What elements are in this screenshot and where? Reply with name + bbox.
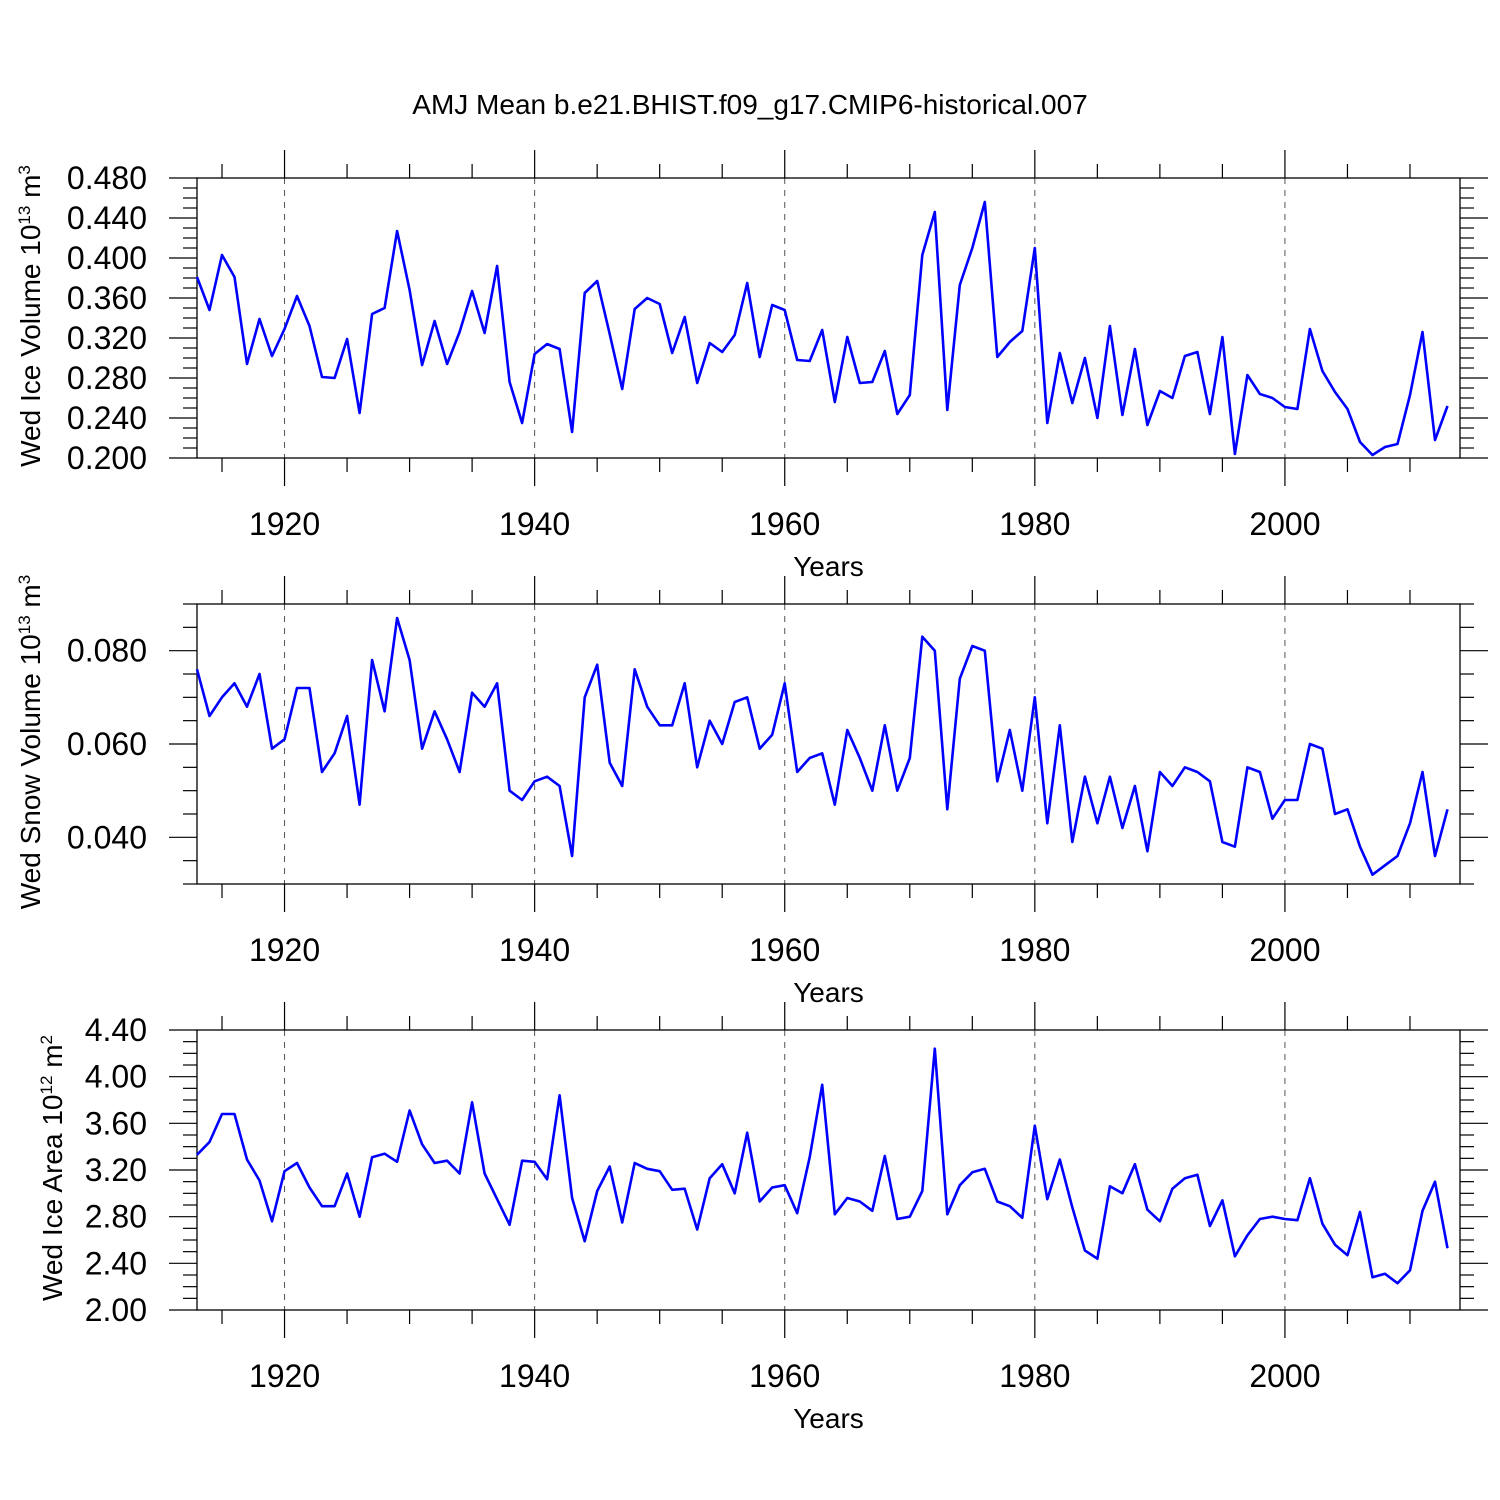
x-axis-title: Years: [793, 551, 864, 582]
y-axis-title-superscript: 12: [37, 1076, 56, 1095]
x-tick-label: 1980: [999, 932, 1070, 968]
y-tick-label: 0.240: [67, 400, 147, 436]
x-tick-label: 1940: [499, 506, 570, 542]
y-axis-title-text: Wed Snow Volume 10: [15, 634, 46, 909]
y-axis-title-superscript: 2: [37, 1035, 56, 1044]
y-tick-label: 4.00: [85, 1059, 147, 1095]
y-tick-label: 3.20: [85, 1152, 147, 1188]
x-tick-label: 2000: [1249, 932, 1320, 968]
panels: 0.200 0.240 0.280 0.320 0.360 0.400 0.440 0.480…: [15, 150, 1488, 1434]
y-tick-label: 4.40: [85, 1012, 147, 1048]
y-tick-label: 2.40: [85, 1245, 147, 1281]
y-tick-label: 2.00: [85, 1292, 147, 1328]
x-tick-label: 1960: [749, 506, 820, 542]
x-tick-label: 1920: [249, 1358, 320, 1394]
series-line: [196, 1047, 1449, 1285]
series-line: [195, 616, 1449, 877]
x-axis-title: Years: [793, 977, 864, 1008]
x-tick-label: 1980: [999, 1358, 1070, 1394]
y-tick-label: 0.080: [67, 633, 147, 669]
x-tick-label: 1940: [499, 1358, 570, 1394]
x-tick-label: 1940: [499, 932, 570, 968]
x-tick-label: 1980: [999, 506, 1070, 542]
y-tick-label: 3.60: [85, 1105, 147, 1141]
panel-2: 0.040 0.060 0.080 1920 1940 1960 1980 2000 Years…: [15, 575, 1488, 1008]
y-axis-title-superscript: 13: [15, 615, 34, 634]
plot-frame: [196, 603, 1461, 885]
y-tick-label: 0.360: [67, 280, 147, 316]
y-tick-label: 2.80: [85, 1199, 147, 1235]
y-axis-title-superscript: 13: [15, 206, 34, 225]
y-axis-title-text: m: [15, 584, 46, 615]
y-tick-label: 0.280: [67, 360, 147, 396]
y-axis-title: Wed Snow Volume 1013 m3: [15, 575, 46, 909]
y-tick-label: 0.040: [67, 819, 147, 855]
plot-frame: [196, 177, 1461, 459]
series-line: [195, 200, 1449, 457]
y-axis-title: Wed Ice Volume 1013 m3: [15, 165, 46, 467]
x-tick-label: 2000: [1249, 1358, 1320, 1394]
y-axis-title-text: m: [37, 1044, 68, 1075]
y-tick-label: 0.480: [67, 160, 147, 196]
y-tick-label: 0.400: [67, 240, 147, 276]
y-tick-label: 0.060: [67, 726, 147, 762]
x-tick-label: 1920: [249, 506, 320, 542]
x-tick-label: 1920: [249, 932, 320, 968]
panel-3: 2.00 2.40 2.80 3.20 3.60 4.00 4.40 1920 1940 1960…: [37, 1002, 1488, 1434]
y-axis-title-superscript: 3: [15, 165, 34, 174]
y-axis-title-text: Wed Ice Area 10: [37, 1095, 68, 1302]
y-tick-label: 0.320: [67, 320, 147, 356]
y-axis-title-text: Wed Ice Volume 10: [15, 225, 46, 467]
panel-1: 0.200 0.240 0.280 0.320 0.360 0.400 0.440 0.480…: [15, 150, 1488, 582]
x-axis-title: Years: [793, 1403, 864, 1434]
y-axis-title-text: m: [15, 175, 46, 206]
x-tick-label: 2000: [1249, 506, 1320, 542]
y-axis-title-superscript: 3: [15, 575, 34, 584]
y-tick-label: 0.440: [67, 200, 147, 236]
plot-frame: [196, 1029, 1461, 1311]
x-tick-label: 1960: [749, 932, 820, 968]
y-tick-label: 0.200: [67, 440, 147, 476]
figure-title: AMJ Mean b.e21.BHIST.f09_g17.CMIP6-histo…: [412, 89, 1087, 120]
y-axis-title: Wed Ice Area 1012 m2: [37, 1035, 68, 1301]
x-tick-label: 1960: [749, 1358, 820, 1394]
